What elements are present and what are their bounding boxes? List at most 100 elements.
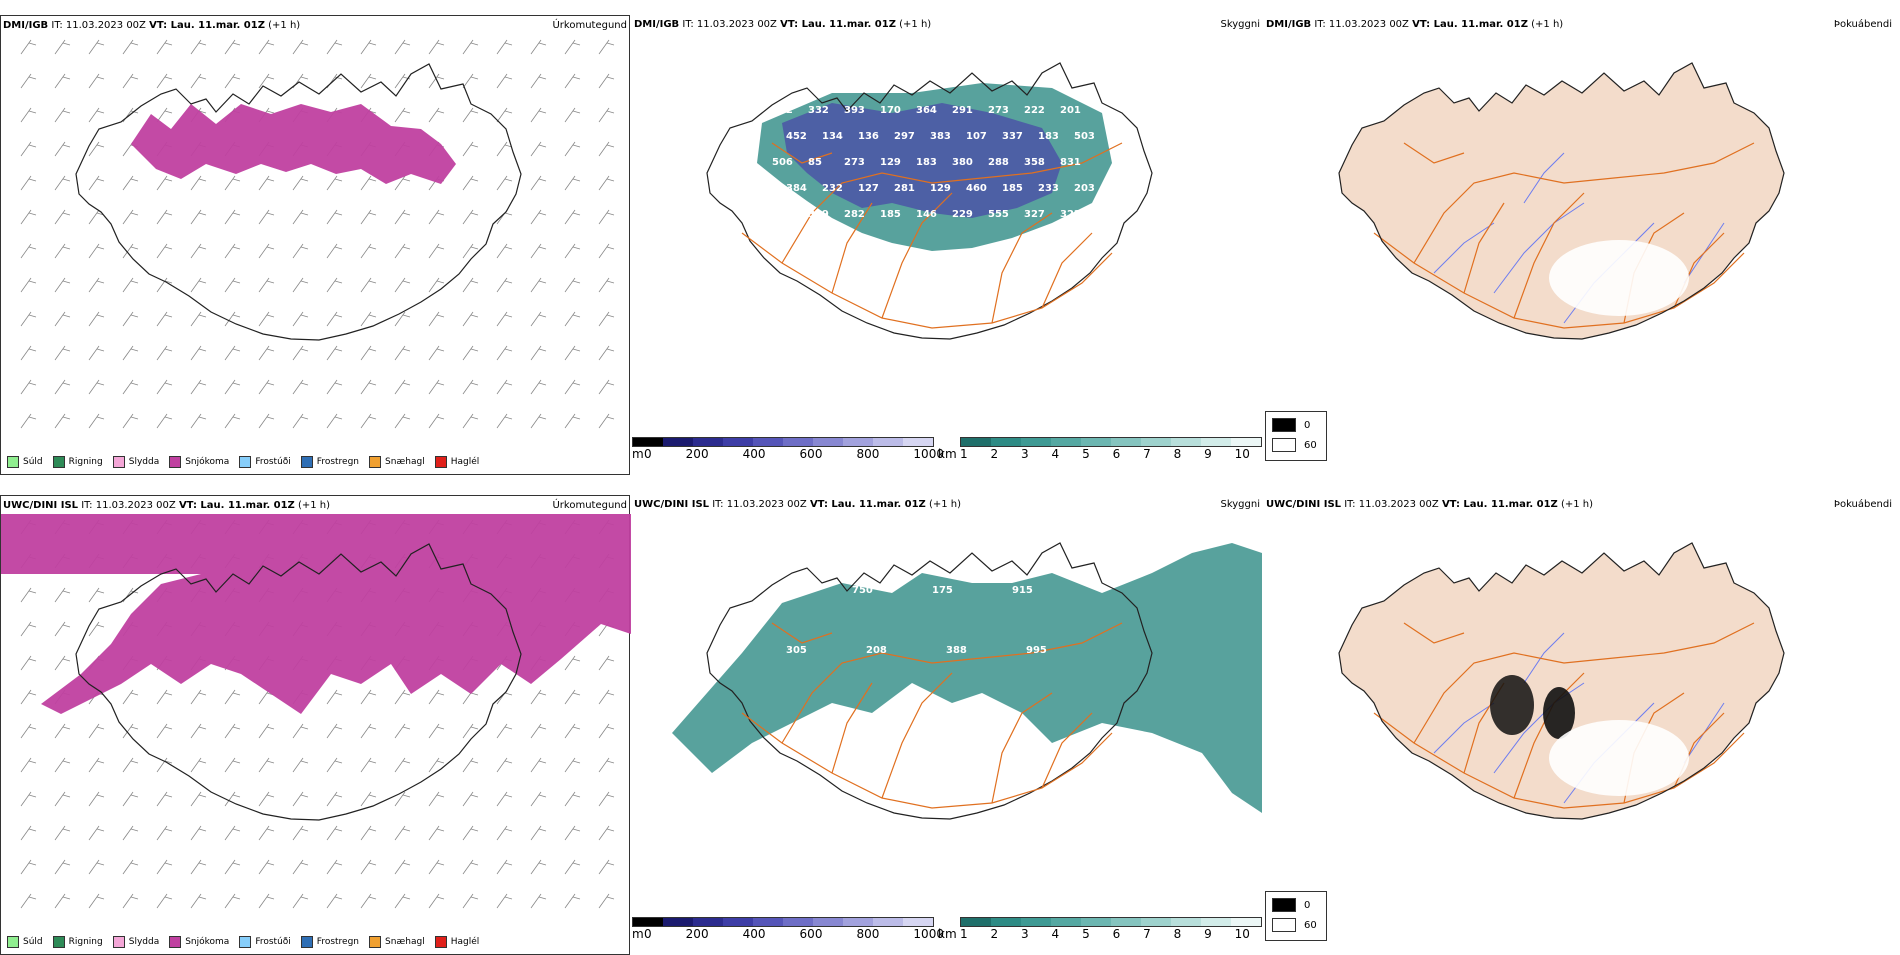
wind-barb <box>530 893 547 909</box>
wind-barb <box>394 345 411 361</box>
wind-barb <box>496 277 513 293</box>
colorbar-bin <box>1021 918 1051 926</box>
road <box>741 712 1113 809</box>
road <box>1413 622 1755 744</box>
colorbar-bin <box>663 918 693 926</box>
wind-barb <box>360 73 377 89</box>
wind-barb <box>190 73 207 89</box>
cloud-base-ticks: 0 200 400 600 800 1000 <box>644 927 944 941</box>
tick-label: 3 <box>1021 927 1029 941</box>
wind-barb <box>530 243 547 259</box>
colorbar-bin <box>843 438 873 446</box>
legend-label: Haglél <box>450 457 480 467</box>
wind-barb <box>190 39 207 55</box>
wind-barb <box>190 209 207 225</box>
road-network <box>741 622 1123 809</box>
tick-label: 6 <box>1112 447 1121 461</box>
legend-item: Snæhagl <box>369 456 425 468</box>
wind-barb <box>428 689 445 705</box>
init-time: IT: 11.03.2023 00Z <box>682 19 777 30</box>
cloud-base-label: 232 <box>822 183 843 194</box>
iceland-outline <box>706 62 1153 340</box>
colorbar-bin <box>783 438 813 446</box>
wind-barb <box>88 413 105 429</box>
cloud-base-label: 170 <box>880 105 901 116</box>
cloud-base-label: 995 <box>1026 645 1047 656</box>
wind-barb <box>394 689 411 705</box>
wind-barb <box>530 107 547 123</box>
fog-legend-label: 60 <box>1304 439 1317 451</box>
wind-barb <box>224 209 241 225</box>
wind-barb <box>122 379 139 395</box>
scales-row1: m 0 200 400 600 800 1000 km 1 2 3 4 5 6 7 8 9 10 <box>632 437 1262 467</box>
tick-label: 5 <box>1082 447 1090 461</box>
wind-barb <box>598 107 615 123</box>
cloud-base-label: 831 <box>1060 157 1081 168</box>
wind-barb <box>156 825 173 841</box>
tick-label: 2 <box>990 927 999 941</box>
wind-barb <box>530 277 547 293</box>
cloud-base-label: 129 <box>930 183 951 194</box>
wind-barb <box>326 791 343 807</box>
wind-barb <box>326 379 343 395</box>
wind-barb <box>326 175 343 191</box>
wind-barb <box>292 277 309 293</box>
wind-barb <box>462 73 479 89</box>
wind-barb <box>20 73 37 89</box>
lead-time: (+1 h) <box>268 20 301 31</box>
model-name: DMI/IGB <box>1266 19 1312 30</box>
wind-barb <box>428 791 445 807</box>
colorbar-bin <box>873 438 903 446</box>
cloud-base-unit: m <box>632 927 644 941</box>
wind-barb <box>564 791 581 807</box>
model-name: UWC/DINI ISL <box>3 500 79 511</box>
panel-header: UWC/DINI ISL IT: 11.03.2023 00Z VT: Lau.… <box>634 499 1260 513</box>
tick-label: 8 <box>1173 447 1182 461</box>
legend-item: Snæhagl <box>369 936 425 948</box>
wind-barb <box>326 689 343 705</box>
colorbar-bin <box>1201 918 1231 926</box>
cloud-base-label: 383 <box>930 131 951 142</box>
cloud-base-label: 203 <box>1074 183 1095 194</box>
wind-barb <box>156 209 173 225</box>
wind-barb <box>258 379 275 395</box>
wind-barb <box>326 859 343 875</box>
fog-map <box>1338 542 1785 820</box>
tick-label: 200 <box>685 447 709 461</box>
wind-barb <box>54 243 71 259</box>
colorbar-bin <box>843 918 873 926</box>
init-time: IT: 11.03.2023 00Z <box>712 499 807 510</box>
wind-barb <box>156 379 173 395</box>
cloud-base-labels: 332 332 393 170 364 291 273 222 201 452 134 136 297 3… <box>772 105 1095 220</box>
wind-barb <box>224 757 241 773</box>
wind-barb <box>598 723 615 739</box>
wind-barb <box>428 277 445 293</box>
wind-barb <box>326 209 343 225</box>
cloud-base-label: 185 <box>1002 183 1023 194</box>
wind-barb <box>598 39 615 55</box>
wind-barb <box>258 175 275 191</box>
road <box>1513 192 1585 319</box>
road <box>1463 202 1505 294</box>
wind-barb <box>394 73 411 89</box>
panel-fog-row2: UWC/DINI ISL IT: 11.03.2023 00Z VT: Lau.… <box>1264 495 1894 955</box>
wind-barb <box>190 859 207 875</box>
colorbar-bin <box>693 918 723 926</box>
tick-label: 800 <box>856 447 880 461</box>
legend-swatch <box>239 456 252 468</box>
wind-barb <box>190 825 207 841</box>
wind-barb <box>54 587 71 603</box>
wind-barb <box>122 859 139 875</box>
wind-barb <box>530 689 547 705</box>
wind-barb <box>564 277 581 293</box>
wind-barb <box>598 141 615 157</box>
wind-barb <box>122 345 139 361</box>
tick-label: 2 <box>990 447 999 461</box>
legend-swatch <box>369 456 382 468</box>
wind-barb <box>598 689 615 705</box>
colorbar-bin <box>903 918 933 926</box>
fog-legend-swatch <box>1272 898 1296 912</box>
wind-barb <box>54 73 71 89</box>
wind-barb <box>530 141 547 157</box>
wind-barb <box>20 893 37 909</box>
